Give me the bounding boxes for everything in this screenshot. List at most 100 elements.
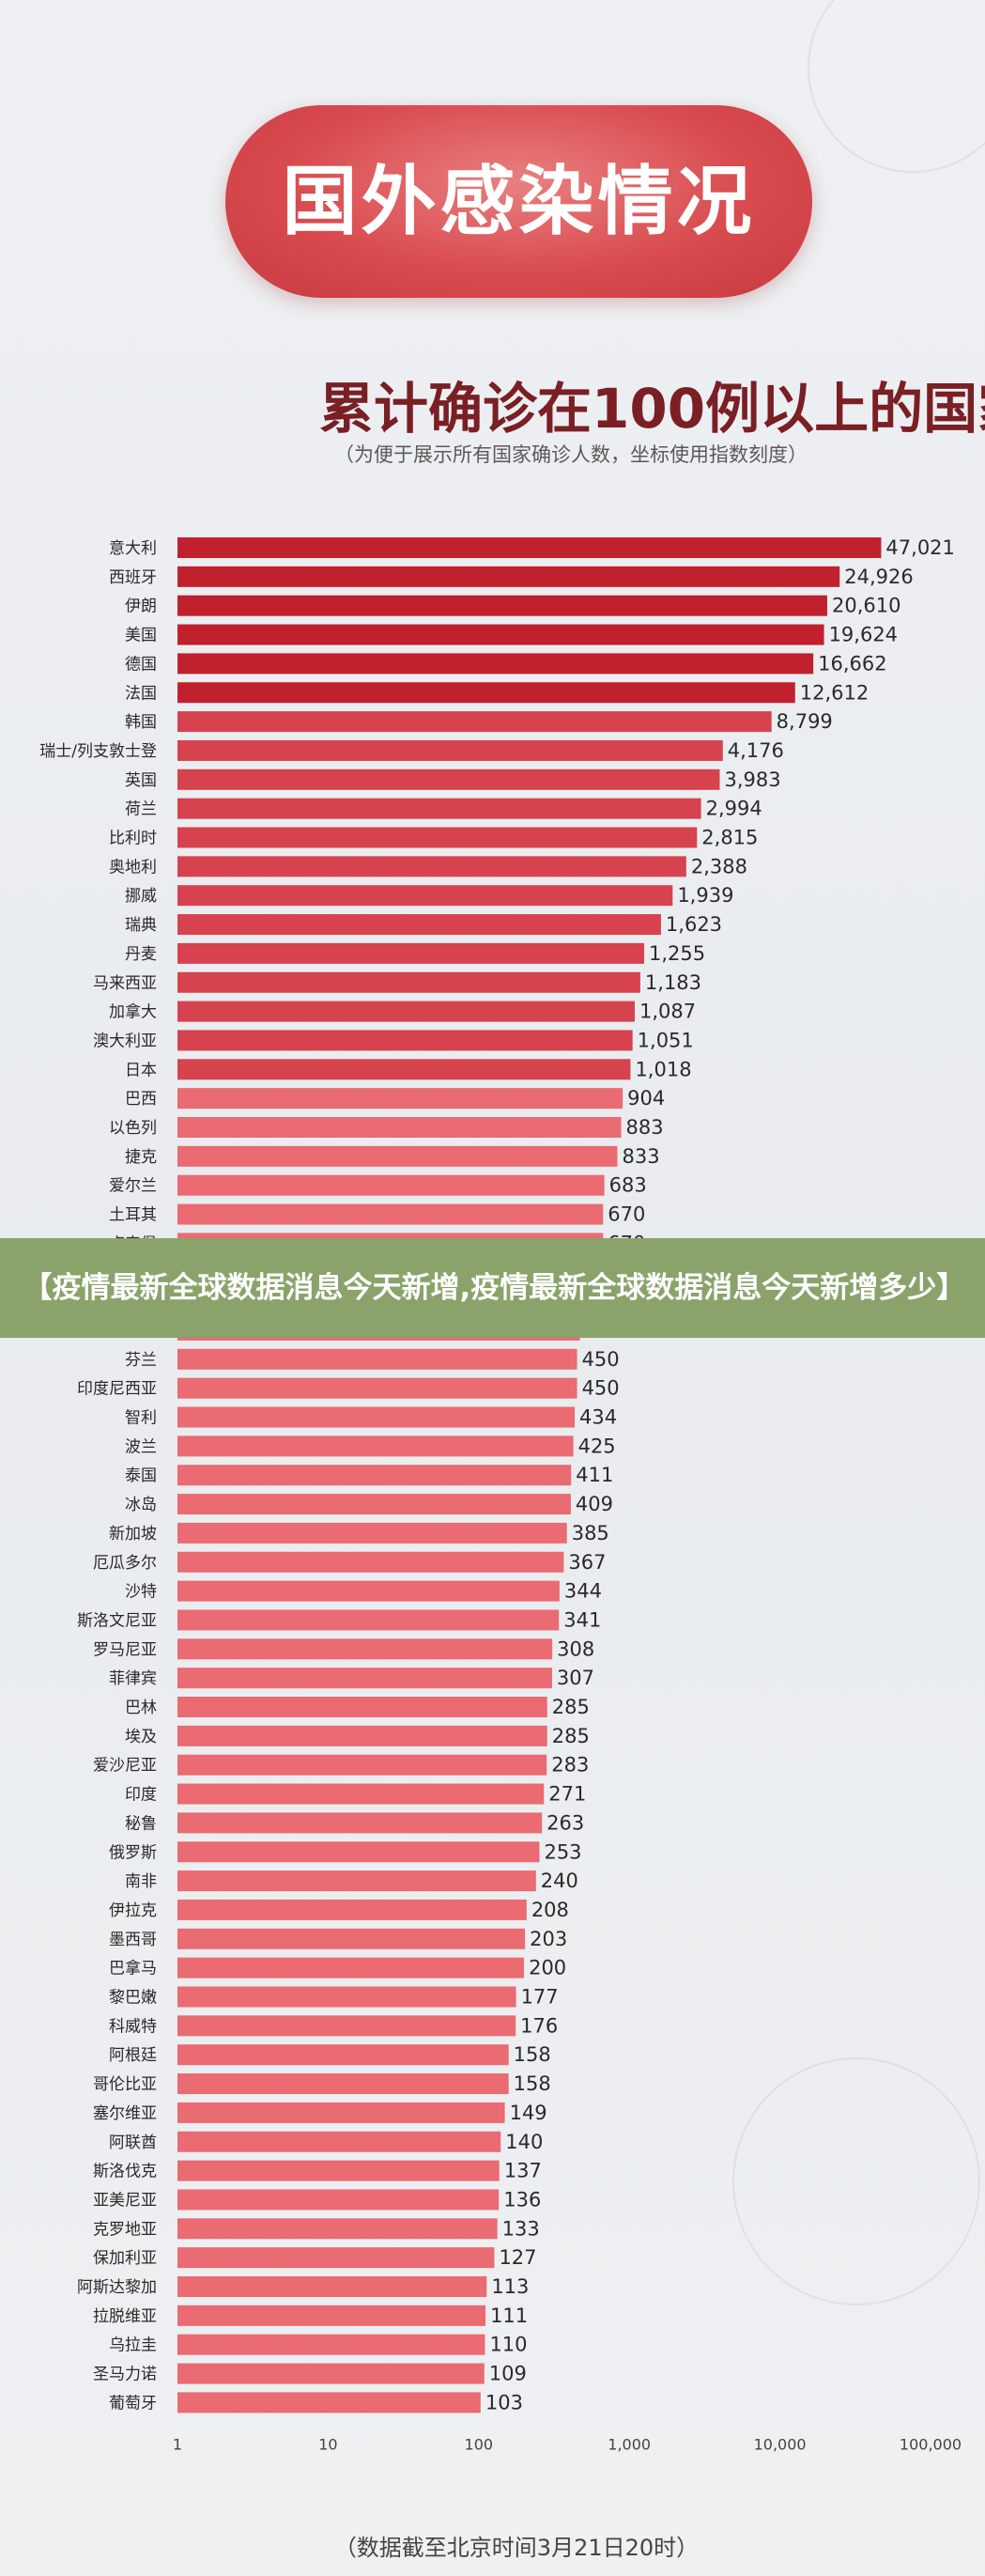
bar <box>177 2044 509 2066</box>
value-label: 8,799 <box>777 710 833 733</box>
bar <box>177 711 772 733</box>
header-pill <box>225 105 812 298</box>
value-label: 409 <box>576 1493 613 1515</box>
bar <box>177 1030 633 1051</box>
bar <box>177 1928 526 1949</box>
value-label: 425 <box>578 1435 616 1457</box>
bar <box>177 885 673 907</box>
value-label: 137 <box>504 2160 542 2182</box>
banner-text: 【疫情最新全球数据消息今天新增,疫情最新全球数据消息今天新增多少】 <box>23 1270 966 1305</box>
value-label: 200 <box>529 1957 566 1979</box>
x-tick-label: 100,000 <box>900 2435 962 2453</box>
category-label: 秘鲁 <box>125 1814 157 1833</box>
category-label: 塞尔维亚 <box>93 2104 157 2123</box>
bar <box>177 624 824 645</box>
bar <box>177 856 686 877</box>
value-label: 1,087 <box>639 1001 696 1023</box>
bar <box>177 1203 604 1225</box>
value-label: 1,623 <box>666 913 722 936</box>
bar <box>177 595 827 616</box>
bar <box>177 1697 547 1717</box>
category-label: 丹麦 <box>125 945 157 964</box>
bar <box>177 768 720 790</box>
value-label: 367 <box>568 1551 606 1574</box>
bar <box>177 2189 500 2211</box>
category-label: 瑞典 <box>125 916 157 935</box>
bar <box>177 1609 560 1631</box>
value-label: 12,612 <box>800 681 869 704</box>
value-label: 308 <box>557 1637 594 1660</box>
category-label: 荷兰 <box>125 800 157 819</box>
value-label: 2,388 <box>691 855 747 877</box>
bar <box>177 1145 618 1167</box>
value-label: 2,994 <box>706 798 762 820</box>
bar <box>177 1522 567 1544</box>
category-label: 冰岛 <box>125 1496 157 1514</box>
value-label: 24,926 <box>844 566 913 588</box>
bar <box>177 2102 505 2123</box>
data-footnote: （数据截至北京时间3月21日20时） <box>333 2535 700 2561</box>
value-label: 133 <box>502 2217 540 2240</box>
bar <box>177 739 723 761</box>
value-label: 283 <box>551 1754 589 1777</box>
value-label: 111 <box>490 2304 528 2327</box>
bar <box>177 942 645 964</box>
value-label: 110 <box>489 2334 527 2356</box>
bar <box>177 2073 509 2095</box>
category-label: 挪威 <box>125 887 157 906</box>
bar <box>177 1725 547 1746</box>
bar <box>177 1899 527 1920</box>
value-label: 19,624 <box>829 624 898 646</box>
category-label: 印度尼西亚 <box>77 1380 157 1399</box>
category-label: 比利时 <box>109 830 157 848</box>
value-label: 341 <box>563 1608 601 1631</box>
value-label: 271 <box>548 1783 586 1806</box>
category-label: 厄瓜多尔 <box>93 1554 157 1573</box>
bar <box>177 1435 574 1457</box>
bar <box>177 1174 605 1196</box>
category-label: 菲律宾 <box>109 1669 157 1688</box>
bar <box>177 1494 571 1515</box>
value-label: 158 <box>514 2043 551 2066</box>
x-tick-label: 100 <box>465 2435 494 2453</box>
value-label: 1,018 <box>635 1058 691 1080</box>
category-label: 日本 <box>125 1061 157 1079</box>
category-label: 土耳其 <box>109 1206 157 1225</box>
category-label: 斯洛文尼亚 <box>77 1611 157 1630</box>
bar <box>177 537 882 558</box>
bar <box>177 2363 485 2384</box>
category-label: 澳大利亚 <box>93 1032 157 1050</box>
bar <box>177 653 814 675</box>
value-label: 344 <box>564 1580 602 1603</box>
category-label: 乌拉圭 <box>109 2336 157 2355</box>
bar <box>177 2247 495 2269</box>
value-label: 285 <box>552 1696 590 1718</box>
bar <box>177 2276 487 2297</box>
category-label: 新加坡 <box>109 1525 157 1544</box>
value-label: 883 <box>626 1116 664 1139</box>
bar <box>177 1841 540 1863</box>
bar <box>177 2160 500 2181</box>
value-label: 136 <box>503 2188 541 2211</box>
value-label: 904 <box>627 1087 665 1110</box>
category-label: 加拿大 <box>109 1002 157 1022</box>
value-label: 833 <box>622 1145 659 1168</box>
value-label: 240 <box>541 1870 578 1892</box>
value-label: 263 <box>546 1811 584 1834</box>
category-label: 爱尔兰 <box>109 1177 157 1196</box>
bar <box>177 1957 525 1979</box>
value-label: 683 <box>609 1174 647 1197</box>
x-tick-label: 1,000 <box>608 2435 651 2453</box>
category-label: 印度 <box>125 1786 157 1805</box>
bar <box>177 566 840 587</box>
category-label: 斯洛伐克 <box>93 2163 157 2181</box>
bar <box>177 1001 636 1022</box>
value-label: 434 <box>579 1406 617 1429</box>
bar <box>177 914 661 936</box>
x-tick-label: 10,000 <box>754 2435 807 2453</box>
bar <box>177 2015 516 2037</box>
value-label: 140 <box>505 2131 543 2153</box>
category-label: 拉脱维亚 <box>93 2307 157 2326</box>
category-label: 保加利亚 <box>93 2249 157 2268</box>
chart-subtitle: （为便于展示所有国家确诊人数，坐标使用指数刻度） <box>334 443 808 466</box>
